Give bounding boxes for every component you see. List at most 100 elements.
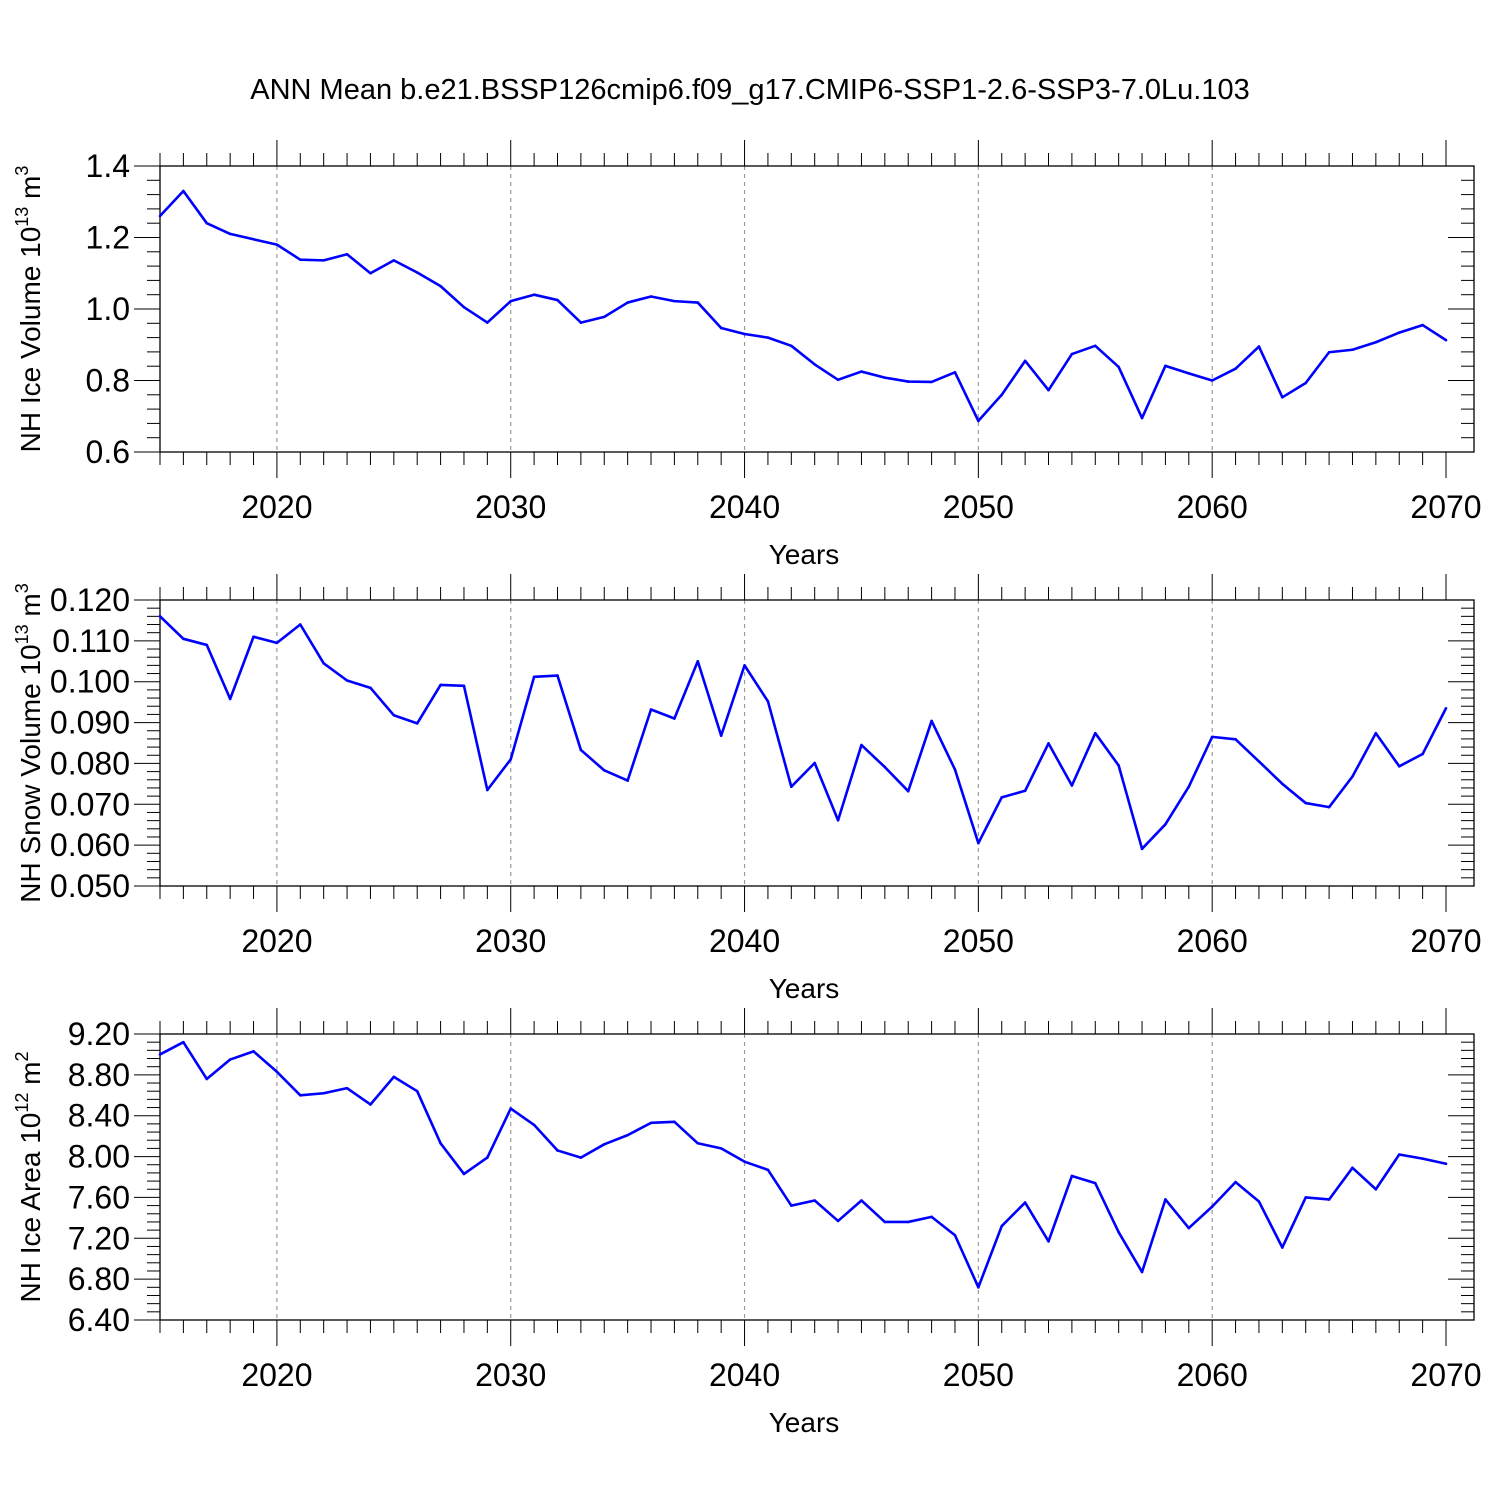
data-point [883,765,887,769]
data-point [369,1103,372,1106]
x-axis-label: Years [769,1407,840,1438]
data-point [930,719,933,723]
y-axis-label-group: NH Ice Volume 1013 m3 [12,166,46,453]
data-point [298,258,302,261]
data-point [977,1286,980,1289]
data-point [1304,381,1308,385]
data-point [1070,784,1074,787]
data-point [860,743,863,747]
data-point [392,259,396,262]
x-tick-label: 2020 [241,923,312,959]
data-point [743,332,746,336]
data-point [415,1089,419,1093]
y-tick-label: 6.80 [68,1261,130,1297]
data-point [649,708,653,711]
data-point [883,376,887,379]
y-tick-label: 0.110 [52,623,130,659]
data-point [1210,735,1214,739]
data-point [439,683,442,687]
data-point [1421,1157,1424,1160]
data-point [1164,1198,1167,1201]
data-point [1164,823,1167,826]
data-point [1187,372,1191,375]
y-axis-label-group: NH Ice Area 1012 m2 [12,1051,46,1302]
data-point [1093,344,1097,348]
data-point [1070,352,1074,356]
panel-1: 2020 2030 2040 2050 2060 2070 0.6 0.8 1.0 1.2 1.4 Y… [12,140,1482,570]
data-point [883,1220,887,1224]
data-point [322,1091,325,1095]
data-point [392,1075,396,1079]
data-point [1093,1181,1097,1185]
data-point [1397,331,1401,334]
data-point [1117,365,1120,369]
y-tick-label: 8.40 [68,1098,130,1134]
data-point [392,713,396,717]
data-point [743,664,746,667]
y-tick-label: 0.080 [50,745,130,781]
data-point [696,1141,700,1145]
data-point [182,1040,185,1044]
data-point [1164,364,1167,368]
data-point [953,1233,957,1237]
data-point [1257,760,1261,763]
data-point [626,779,629,782]
data-point [1234,367,1237,371]
x-tick-label: 2070 [1410,489,1481,525]
data-point [860,1199,863,1202]
data-point [743,1160,746,1163]
y-tick-label: 7.20 [68,1220,130,1256]
data-point [1023,1201,1027,1204]
data-point [1327,1198,1331,1201]
y-axis-label: NH Snow Volume 1013 m3 [12,583,46,903]
x-tick-label: 2070 [1410,1357,1481,1393]
y-axis-label: NH Ice Volume 1013 m3 [12,166,46,453]
data-point [1304,801,1308,805]
data-point [602,315,606,319]
panel-2: 2020 2030 2040 2050 2060 2070 0.050 0.060 0.070 0… [12,574,1482,1004]
data-point [275,641,279,645]
data-point [1351,1166,1354,1170]
y-axis-label-group: NH Snow Volume 1013 m3 [12,583,46,903]
x-tick-label: 2020 [241,1357,312,1393]
data-point [158,214,162,218]
y-tick-label: 0.6 [86,434,130,470]
x-tick-label: 2030 [475,1357,546,1393]
x-tick-label: 2070 [1410,923,1481,959]
data-point [298,1093,302,1097]
data-point [182,637,185,641]
data-point [158,1053,162,1056]
x-tick-label: 2040 [709,1357,780,1393]
data-point [649,295,653,298]
x-tick-label: 2060 [1177,1357,1248,1393]
data-point [298,623,302,626]
data-point [1351,775,1354,778]
series-line-1 [159,615,1448,851]
data-point [556,1149,559,1152]
y-tick-label: 0.060 [50,827,130,863]
data-point [1281,782,1284,786]
data-point [1093,731,1097,735]
data-point [345,679,349,682]
x-tick-label: 2050 [943,489,1014,525]
series-line-1 [159,1040,1447,1289]
x-tick-label: 2030 [475,923,546,959]
data-point [626,301,629,304]
data-point [1444,338,1448,342]
series-line-1 [159,189,1447,423]
data-point [1281,396,1284,399]
data-point [322,259,325,262]
y-tick-label: 0.050 [50,868,130,904]
data-point [719,326,723,330]
data-point [1140,1270,1144,1274]
data-point [953,768,957,771]
data-point [462,305,466,309]
data-point [556,298,559,302]
data-point [977,841,980,845]
data-point [836,1219,840,1223]
data-point [673,299,676,303]
data-point [1234,738,1237,741]
data-point [860,370,863,373]
data-point [813,761,816,765]
data-point [1257,1200,1261,1203]
